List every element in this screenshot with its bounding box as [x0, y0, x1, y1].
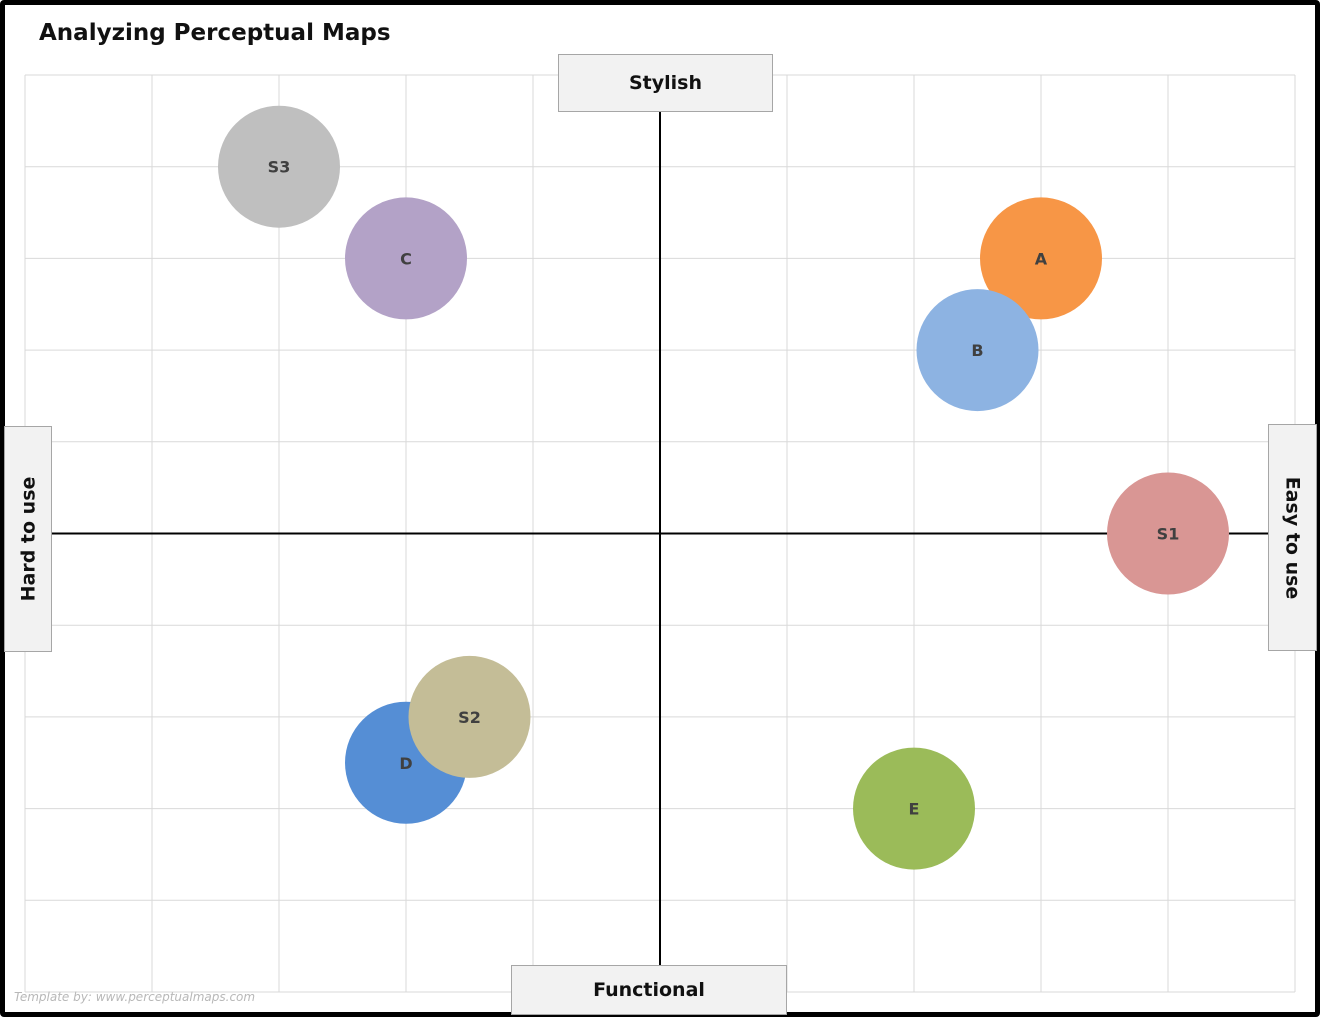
axis-label-top-text: Stylish — [628, 72, 702, 94]
axis-label-top: Stylish — [558, 54, 773, 112]
axis-label-left-text: Hard to use — [17, 476, 39, 602]
bubble-s1 — [1107, 472, 1229, 595]
bubble-label-s3: S3 — [268, 158, 291, 177]
watermark: Template by: www.perceptualmaps.com — [14, 990, 256, 1004]
bubble-label-s2: S2 — [458, 708, 481, 727]
bubble-b — [916, 289, 1039, 412]
bubble-label-e: E — [909, 800, 920, 819]
bubble-e — [853, 747, 975, 870]
bubble-label-d: D — [399, 754, 412, 773]
axis-label-bottom-text: Functional — [593, 979, 705, 1001]
axis-label-right: Easy to use — [1268, 424, 1317, 651]
bubble-c — [345, 197, 467, 320]
axis-label-right-text: Easy to use — [1281, 476, 1304, 599]
bubble-label-c: C — [400, 249, 412, 268]
bubble-label-a: A — [1035, 249, 1048, 268]
bubble-label-b: B — [971, 341, 983, 360]
chart-title: Analyzing Perceptual Maps — [39, 20, 391, 46]
axis-label-bottom: Functional — [511, 965, 787, 1015]
axis-label-left: Hard to use — [4, 426, 52, 652]
bubble-s2 — [408, 655, 531, 778]
bubble-s3 — [218, 105, 340, 228]
bubble-label-s1: S1 — [1157, 525, 1180, 544]
bubble-a — [980, 197, 1102, 320]
